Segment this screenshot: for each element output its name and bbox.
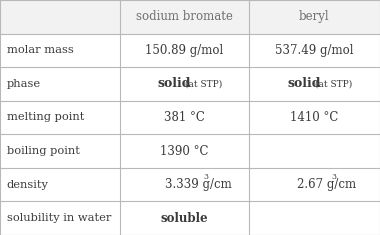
Text: 1390 °C: 1390 °C [160, 145, 209, 158]
Text: phase: phase [7, 79, 41, 89]
Text: beryl: beryl [299, 10, 330, 23]
Bar [0, 0, 380, 34]
Text: 150.89 g/mol: 150.89 g/mol [145, 44, 223, 57]
Text: (at STP): (at STP) [312, 80, 352, 89]
Text: 3: 3 [203, 173, 208, 181]
Text: (at STP): (at STP) [182, 80, 222, 89]
Text: sodium bromate: sodium bromate [136, 10, 233, 23]
Text: melting point: melting point [7, 113, 84, 122]
Text: solubility in water: solubility in water [7, 213, 111, 223]
Text: 381 °C: 381 °C [164, 111, 205, 124]
Text: 3.339 g/cm: 3.339 g/cm [165, 178, 232, 191]
Text: solid: solid [157, 77, 191, 90]
Text: 1410 °C: 1410 °C [290, 111, 339, 124]
Text: boiling point: boiling point [7, 146, 80, 156]
Text: molar mass: molar mass [7, 45, 74, 55]
Text: 537.49 g/mol: 537.49 g/mol [275, 44, 354, 57]
Text: 3: 3 [331, 173, 336, 181]
Text: soluble: soluble [160, 212, 208, 225]
Text: solid: solid [288, 77, 321, 90]
Text: density: density [7, 180, 49, 190]
Text: 2.67 g/cm: 2.67 g/cm [297, 178, 356, 191]
